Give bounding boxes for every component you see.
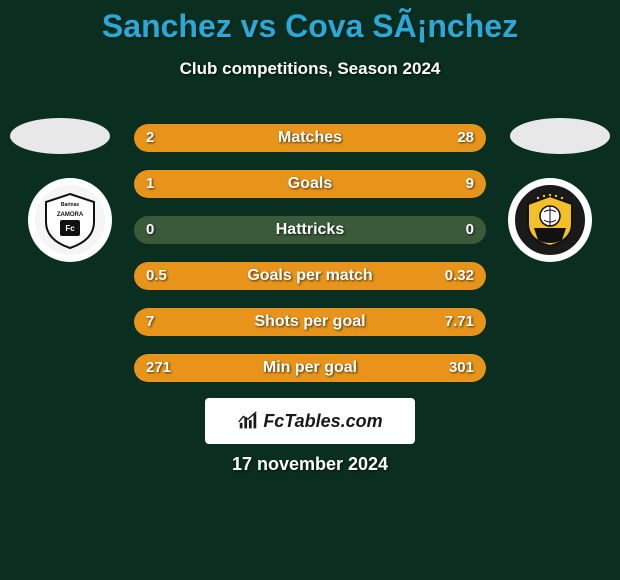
stat-label: Matches (134, 124, 486, 152)
brand-link[interactable]: FcTables.com (205, 398, 415, 444)
subtitle: Club competitions, Season 2024 (0, 59, 620, 79)
stat-label: Min per goal (134, 354, 486, 382)
stat-row: 228Matches (134, 124, 486, 152)
svg-text:Fc: Fc (65, 224, 75, 233)
page-title: Sanchez vs Cova SÃ¡nchez (0, 0, 620, 45)
flag-right (510, 118, 610, 154)
stat-row: 271301Min per goal (134, 354, 486, 382)
date-label: 17 november 2024 (0, 454, 620, 475)
stat-label: Hattricks (134, 216, 486, 244)
stat-label: Goals per match (134, 262, 486, 290)
tachira-shield-icon (520, 190, 580, 250)
club-badge-right (508, 178, 592, 262)
stat-row: 19Goals (134, 170, 486, 198)
chart-icon (237, 410, 259, 432)
flag-left (10, 118, 110, 154)
stat-row: 77.71Shots per goal (134, 308, 486, 336)
brand-label: FcTables.com (263, 411, 382, 432)
stat-label: Goals (134, 170, 486, 198)
stat-label: Shots per goal (134, 308, 486, 336)
stat-row: 0.50.32Goals per match (134, 262, 486, 290)
stat-row: 00Hattricks (134, 216, 486, 244)
club-badge-left: Barinas ZAMORA Fc (28, 178, 112, 262)
zamora-shield-icon: Barinas ZAMORA Fc (40, 190, 100, 250)
stats-container: 228Matches 19Goals 00Hattricks 0.50.32Goals… (134, 124, 486, 400)
svg-text:Barinas: Barinas (61, 202, 80, 208)
svg-text:ZAMORA: ZAMORA (57, 212, 84, 218)
